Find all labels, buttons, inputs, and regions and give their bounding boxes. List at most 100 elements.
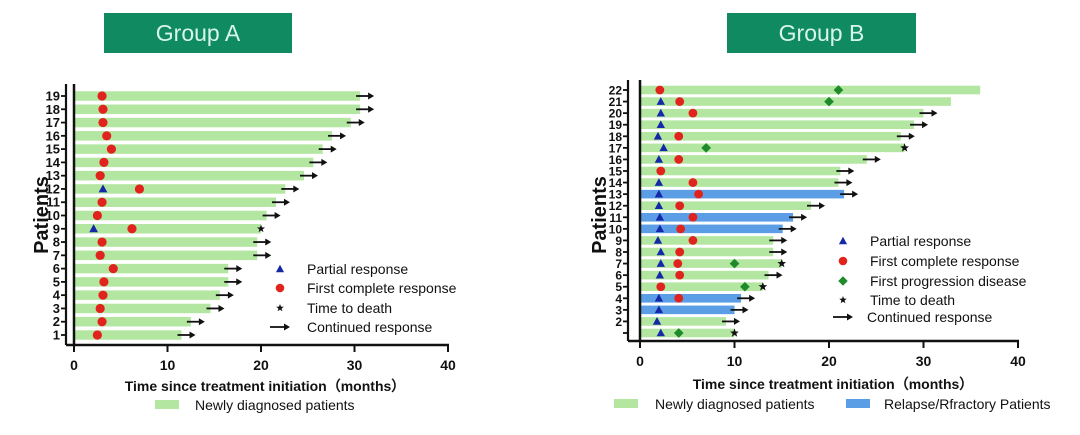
continued-response-arrow: [271, 198, 290, 206]
complete-response-marker: [676, 224, 686, 234]
progression-disease-marker: [740, 281, 750, 292]
death-star-marker: [257, 224, 265, 233]
complete-response-marker: [99, 277, 109, 287]
legend-circle-icon: [275, 283, 285, 293]
complete-response-marker: [688, 212, 698, 222]
y-tick-label: 5: [53, 274, 60, 289]
y-tick-label: 13: [609, 188, 623, 202]
legend-arrow-icon: [833, 313, 853, 321]
partial-response-marker: [654, 305, 664, 314]
continued-response-arrow: [300, 172, 319, 180]
legend-arrow-icon: [270, 323, 290, 331]
y-tick-label: 8: [615, 246, 622, 260]
patient-bar: [641, 131, 901, 141]
partial-response-marker: [656, 247, 665, 256]
legend-label: Partial response: [870, 233, 971, 249]
patient-bar: [75, 277, 229, 287]
legend-triangle-icon: [275, 264, 285, 273]
patient-bar: [641, 236, 774, 245]
y-tick-label: 3: [53, 301, 60, 316]
continued-response-arrow: [224, 265, 243, 273]
patient-bar: [75, 210, 267, 221]
complete-response-marker: [98, 117, 108, 128]
complete-response-marker: [673, 259, 683, 268]
y-tick-label: 14: [609, 176, 623, 190]
partial-response-marker: [659, 143, 668, 152]
y-tick-label: 6: [53, 261, 60, 276]
partial-response-marker: [656, 328, 665, 337]
continued-response-arrow: [215, 291, 234, 299]
complete-response-marker: [656, 166, 666, 176]
partial-response-marker: [653, 236, 663, 244]
progression-disease-marker: [729, 258, 740, 269]
partial-response-marker: [653, 131, 663, 140]
arrow-head: [284, 323, 290, 331]
arrow-head: [931, 109, 938, 117]
y-tick-label: 10: [609, 222, 623, 236]
arrow-head: [848, 167, 855, 175]
arrow-head: [733, 317, 740, 325]
arrow-head: [749, 294, 756, 302]
legend-label: Time to death: [870, 292, 955, 308]
y-tick-label: 17: [46, 115, 60, 130]
group-a-chart: 0 10 20 30 4012345678910111213141516171819Pa…: [31, 84, 457, 413]
legend-label: First complete response: [307, 280, 457, 296]
arrow-head: [781, 248, 788, 256]
arrow-head: [819, 202, 826, 210]
patient-bar: [641, 155, 867, 164]
patient-bar: [75, 91, 361, 101]
partial-response-marker: [98, 184, 108, 193]
arrow-head: [227, 291, 234, 299]
legend-star-icon: [276, 304, 284, 312]
partial-response-marker: [654, 178, 664, 186]
y-tick-label: 9: [615, 234, 622, 248]
continued-response-arrow: [730, 306, 749, 314]
complete-response-marker: [97, 317, 107, 327]
continued-response-arrow: [224, 278, 243, 286]
arrow-head: [801, 213, 808, 221]
y-axis-title: Patients: [589, 176, 611, 254]
patient-bar: [641, 189, 845, 199]
complete-response-marker: [688, 178, 698, 187]
legend-newly-swatch: [614, 399, 638, 408]
partial-response-marker: [652, 317, 662, 325]
y-tick-label: 1: [53, 328, 60, 343]
y-tick-label: 16: [46, 128, 60, 143]
patient-bar: [75, 104, 361, 115]
arrow-head: [358, 119, 365, 127]
continued-response-arrow: [721, 317, 740, 325]
y-tick-label: 14: [46, 155, 61, 170]
complete-response-marker: [106, 144, 116, 154]
partial-response-marker: [656, 108, 665, 117]
legend-label: First progression disease: [870, 273, 1027, 289]
arrow-head: [790, 225, 797, 233]
arrow-head: [198, 318, 205, 326]
y-tick-label: 12: [609, 199, 623, 213]
arrow-head: [340, 132, 347, 140]
complete-response-marker: [675, 270, 685, 280]
legend-circle-icon: [838, 256, 848, 266]
continued-response-arrow: [262, 212, 281, 219]
legend-newly-swatch: [155, 400, 179, 409]
legend-label: Continued response: [307, 319, 433, 335]
x-tick-label: 10: [160, 357, 176, 373]
y-axis-title: Patients: [31, 176, 53, 254]
y-tick-label: 12: [46, 181, 60, 196]
legend-diamond-icon: [838, 276, 848, 286]
legend-star-icon: [839, 296, 847, 304]
complete-response-marker: [675, 247, 685, 257]
patient-bar: [75, 303, 211, 314]
continued-response-arrow: [281, 185, 300, 193]
progression-disease-marker: [673, 328, 684, 338]
complete-response-marker: [95, 250, 105, 260]
legend-bar-label: Relapse/Rfractory Patients: [884, 396, 1051, 412]
arrow-head: [236, 278, 243, 286]
y-tick-label: 10: [46, 208, 60, 223]
y-tick-label: 9: [53, 221, 60, 236]
patient-bar: [641, 305, 735, 315]
arrow-head: [368, 105, 375, 113]
complete-response-marker: [674, 131, 684, 141]
continued-response-arrow: [919, 109, 938, 117]
death-star-marker: [900, 143, 909, 152]
x-tick-label: 20: [821, 353, 837, 369]
